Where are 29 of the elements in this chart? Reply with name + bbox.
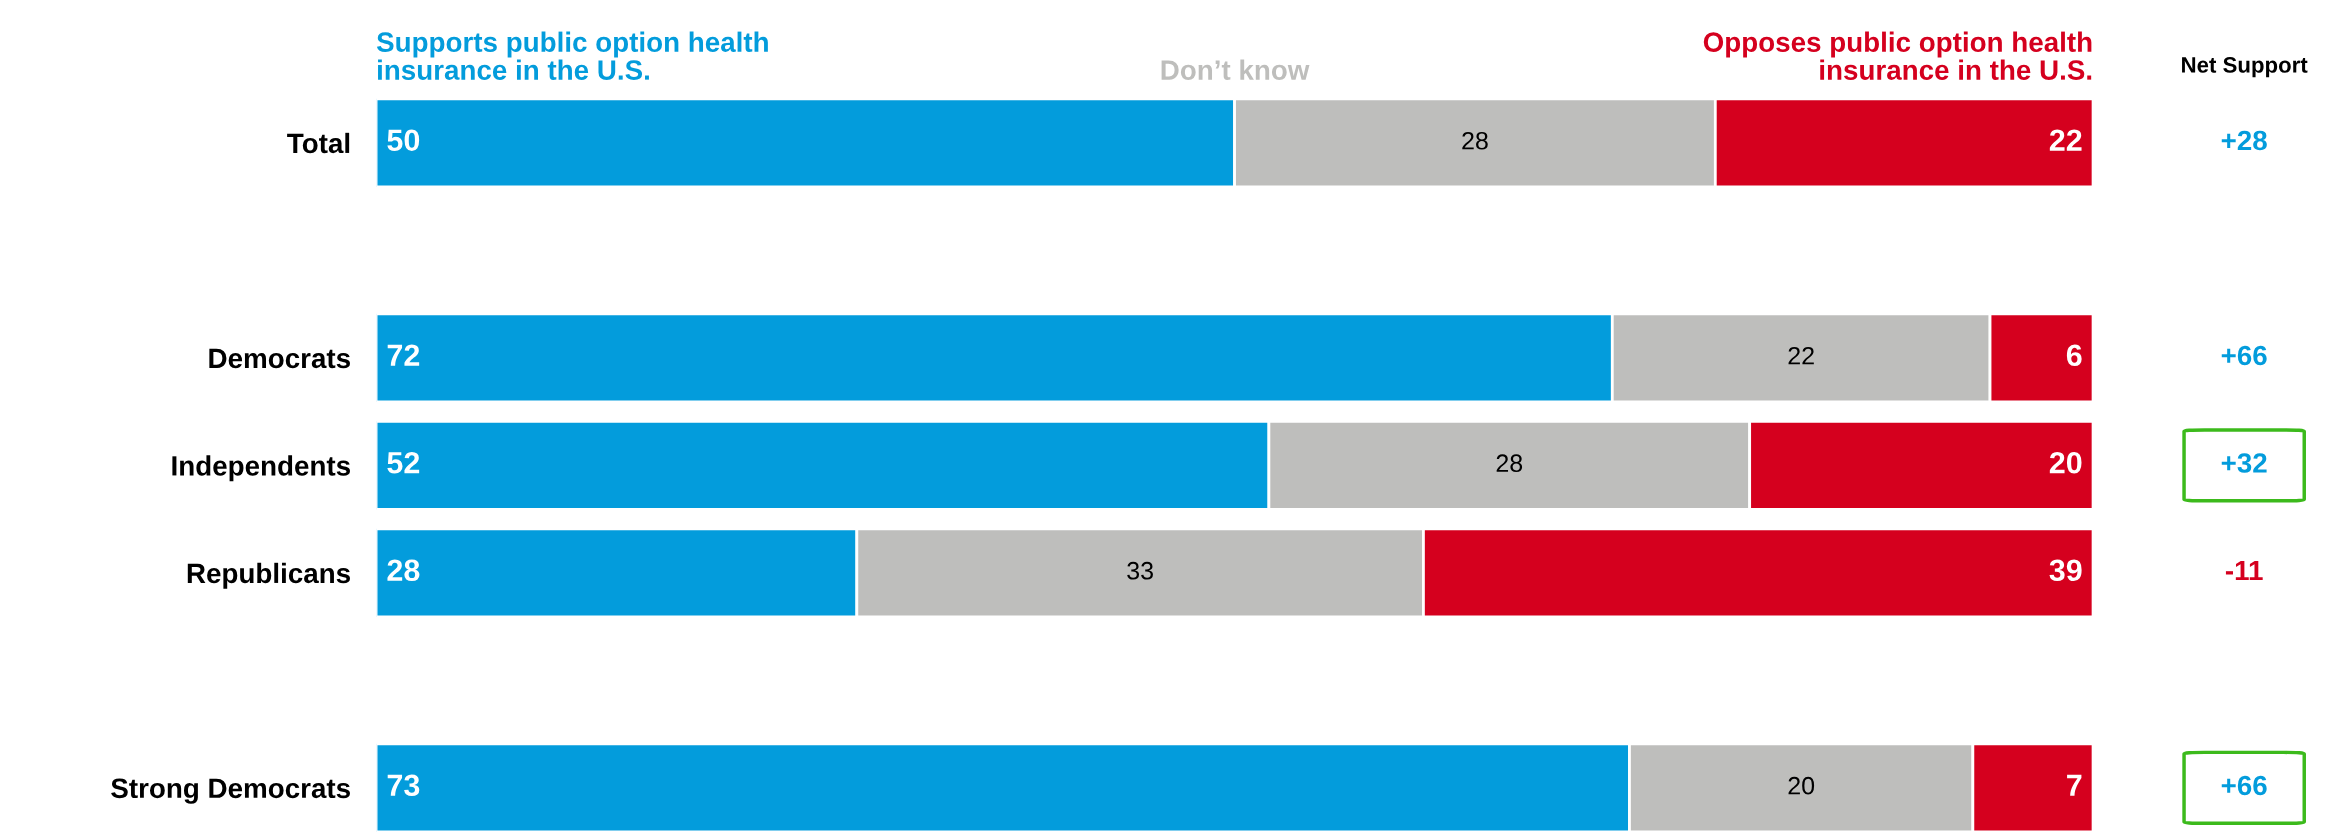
y-tick-label: Democrats <box>209 348 350 369</box>
data-label: 28 <box>387 559 420 582</box>
data-label: 73 <box>387 774 420 797</box>
text: +66 <box>2221 775 2267 796</box>
data-label: 33 <box>1127 561 1153 580</box>
text: -11 <box>2225 560 2263 581</box>
text: +32 <box>2221 453 2267 473</box>
y-tick-label: Total <box>287 132 350 154</box>
data-label: 6 <box>2066 344 2082 367</box>
y-tick-label: Strong Democrats <box>111 778 350 804</box>
data-label: 28 <box>1496 454 1523 473</box>
text: Net Support <box>2182 57 2308 78</box>
data-label: 20 <box>1788 776 1815 795</box>
data-label: 7 <box>2067 774 2082 796</box>
data-label: 72 <box>387 344 420 366</box>
data-label: 28 <box>1462 131 1488 150</box>
series-label: Don’t know <box>1161 59 1310 80</box>
data-label: 50 <box>387 129 420 152</box>
data-label: 39 <box>2049 559 2082 582</box>
text: +28 <box>2221 130 2267 151</box>
data-label: 22 <box>1788 346 1814 365</box>
y-tick-label: Republicans <box>187 562 350 589</box>
data-label: 52 <box>387 451 420 474</box>
series-label: Supports public option health insurance in the U.S. <box>376 31 768 80</box>
y-tick-label: Independents <box>172 455 350 482</box>
data-label: 20 <box>2049 451 2082 474</box>
series-label: Opposes public option health insurance in the U.S. <box>1703 31 2092 80</box>
data-label: 22 <box>2049 129 2082 151</box>
text: +66 <box>2221 345 2267 366</box>
